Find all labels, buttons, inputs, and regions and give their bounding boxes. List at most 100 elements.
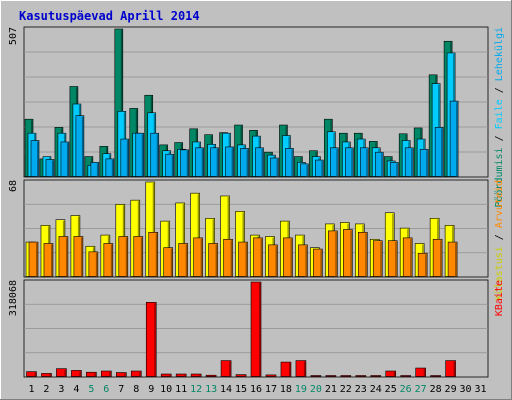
bar-top-Lehekülgi-29-shade xyxy=(456,102,458,177)
bar-top-Lehekülgi-20-shade xyxy=(321,161,323,177)
bar-top-Lehekülgi-13-shade xyxy=(216,148,219,177)
bar-middle-Külastusi-12-shade xyxy=(197,194,200,277)
bar-middle-Arvuteid-2 xyxy=(43,243,54,277)
bar-middle-Arvuteid-12-shade xyxy=(200,238,203,277)
x-tick-label: 17 xyxy=(265,384,277,395)
x-tick-label: 6 xyxy=(103,384,109,395)
bar-bottom-KBaite-11-shade xyxy=(184,375,186,377)
bar-bottom-KBaite-14-shade xyxy=(229,361,231,377)
panel-middle: 68 xyxy=(8,179,489,278)
bar-top-Lehekülgi-19-shade xyxy=(306,164,308,177)
x-tick-label: 2 xyxy=(43,384,49,395)
bar-top-Lehekülgi-27-shade xyxy=(426,150,428,177)
bar-middle-Arvuteid-24 xyxy=(372,240,383,277)
legend-bottom: KBaite xyxy=(494,280,505,316)
bar-middle-Arvuteid-24-shade xyxy=(380,241,382,277)
x-tick-label: 25 xyxy=(385,384,397,395)
bar-bottom-KBaite-11 xyxy=(175,373,187,377)
bar-top-Lehekülgi-18-shade xyxy=(291,149,293,177)
bar-middle-Arvuteid-3 xyxy=(58,236,69,277)
bar-top-Lehekülgi-13 xyxy=(210,147,219,177)
bar-top-Lehekülgi-10 xyxy=(165,153,175,177)
bar-bottom-KBaite-28 xyxy=(430,375,441,377)
bar-middle-Arvuteid-14-shade xyxy=(230,240,233,277)
bar-bottom-KBaite-12 xyxy=(190,373,202,377)
bar-bottom-KBaite-15-shade xyxy=(244,375,246,377)
bar-top-Lehekülgi-18 xyxy=(285,148,294,177)
bar-middle-Arvuteid-10 xyxy=(163,247,174,277)
bar-middle-Arvuteid-19 xyxy=(298,244,308,277)
x-tick-label: 8 xyxy=(133,384,139,395)
bar-top-Lehekülgi-24-shade xyxy=(381,153,383,177)
x-tick-label: 4 xyxy=(73,384,79,395)
bar-bottom-KBaite-6 xyxy=(101,370,112,377)
bar-top-Lehekülgi-14-shade xyxy=(231,147,234,177)
bar-top-Lehekülgi-15-shade xyxy=(246,149,249,177)
bar-middle-Külastusi-9-shade xyxy=(152,183,155,277)
bar-middle-Arvuteid-7 xyxy=(118,236,129,277)
bar-top-Lehekülgi-17-shade xyxy=(276,159,278,177)
bar-middle-Arvuteid-6 xyxy=(103,243,114,277)
bar-top-Lehekülgi-2-shade xyxy=(51,160,54,177)
bar-top-Lehekülgi-26 xyxy=(404,147,414,177)
bar-middle-Arvuteid-15-shade xyxy=(245,243,248,277)
bar-middle-Arvuteid-17 xyxy=(268,244,278,277)
bar-bottom-KBaite-3 xyxy=(56,368,67,377)
bar-top-Lehekülgi-3-shade xyxy=(66,142,69,177)
bar-bottom-KBaite-14 xyxy=(220,360,232,377)
bar-middle-Arvuteid-21-shade xyxy=(335,231,337,277)
x-tick-label: 10 xyxy=(160,384,172,395)
bar-top-Lehekülgi-25 xyxy=(389,162,399,177)
bar-middle-Arvuteid-19-shade xyxy=(305,245,307,277)
x-tick-label: 13 xyxy=(205,384,217,395)
bar-top-Lehekülgi-23 xyxy=(359,147,369,177)
bar-bottom-KBaite-22 xyxy=(340,375,352,377)
bar-middle-Arvuteid-26-shade xyxy=(410,238,412,277)
bar-middle-Arvuteid-4-shade xyxy=(80,237,83,277)
bar-top-Lehekülgi-9 xyxy=(150,132,160,177)
bar-bottom-KBaite-3-shade xyxy=(64,369,66,377)
bar-middle-Arvuteid-23 xyxy=(357,231,368,277)
x-tick-label: 20 xyxy=(310,384,322,395)
bar-middle-Arvuteid-18-shade xyxy=(290,238,292,277)
bar-bottom-KBaite-27 xyxy=(415,367,426,377)
x-tick-label: 28 xyxy=(430,384,442,395)
bar-middle-Arvuteid-23-shade xyxy=(365,233,367,277)
bar-middle-Arvuteid-16 xyxy=(253,237,263,277)
x-tick-label: 3 xyxy=(58,384,64,395)
bar-bottom-KBaite-18 xyxy=(280,361,292,377)
x-tick-label: 12 xyxy=(190,384,202,395)
bar-bottom-KBaite-10 xyxy=(160,373,172,377)
bar-bottom-KBaite-13 xyxy=(205,374,217,377)
bar-middle-Arvuteid-13-shade xyxy=(215,244,218,277)
bar-top-Lehekülgi-11-shade xyxy=(186,150,189,177)
legend-top: Pöördumisi / Faile / Lehekülgi xyxy=(494,27,505,208)
bar-middle-Arvuteid-10-shade xyxy=(170,248,173,277)
bar-bottom-KBaite-25 xyxy=(385,370,397,377)
panel-top: 507 xyxy=(8,26,489,178)
bar-middle-Arvuteid-6-shade xyxy=(110,244,113,277)
legend-entry: Külastusi xyxy=(494,246,505,300)
x-tick-label: 27 xyxy=(415,384,427,395)
bar-middle-Arvuteid-9 xyxy=(148,231,159,277)
bar-bottom-KBaite-1 xyxy=(26,371,37,377)
bar-bottom-KBaite-5 xyxy=(86,371,97,377)
bar-top-Lehekülgi-5-shade xyxy=(96,163,99,177)
bar-middle-Arvuteid-14 xyxy=(223,238,233,277)
bar-middle-Arvuteid-20-shade xyxy=(320,250,322,277)
x-tick-label: 19 xyxy=(295,384,307,395)
ymax-label-middle: 68 xyxy=(8,180,19,192)
legend-entry: / xyxy=(494,129,505,147)
bar-top-Lehekülgi-28 xyxy=(434,127,444,177)
bar-middle-Arvuteid-1-shade xyxy=(36,243,38,277)
bar-bottom-KBaite-19 xyxy=(295,360,307,377)
bar-middle-Arvuteid-20 xyxy=(313,248,323,277)
bar-top-Lehekülgi-7-shade xyxy=(126,140,129,177)
bar-bottom-KBaite-15 xyxy=(235,374,247,377)
x-tick-label: 26 xyxy=(400,384,412,395)
bar-middle-Arvuteid-5 xyxy=(88,251,99,277)
bar-top-Lehekülgi-22 xyxy=(345,147,354,177)
x-tick-label: 21 xyxy=(325,384,337,395)
bar-top-Pöördumisi-7-shade xyxy=(120,30,123,177)
